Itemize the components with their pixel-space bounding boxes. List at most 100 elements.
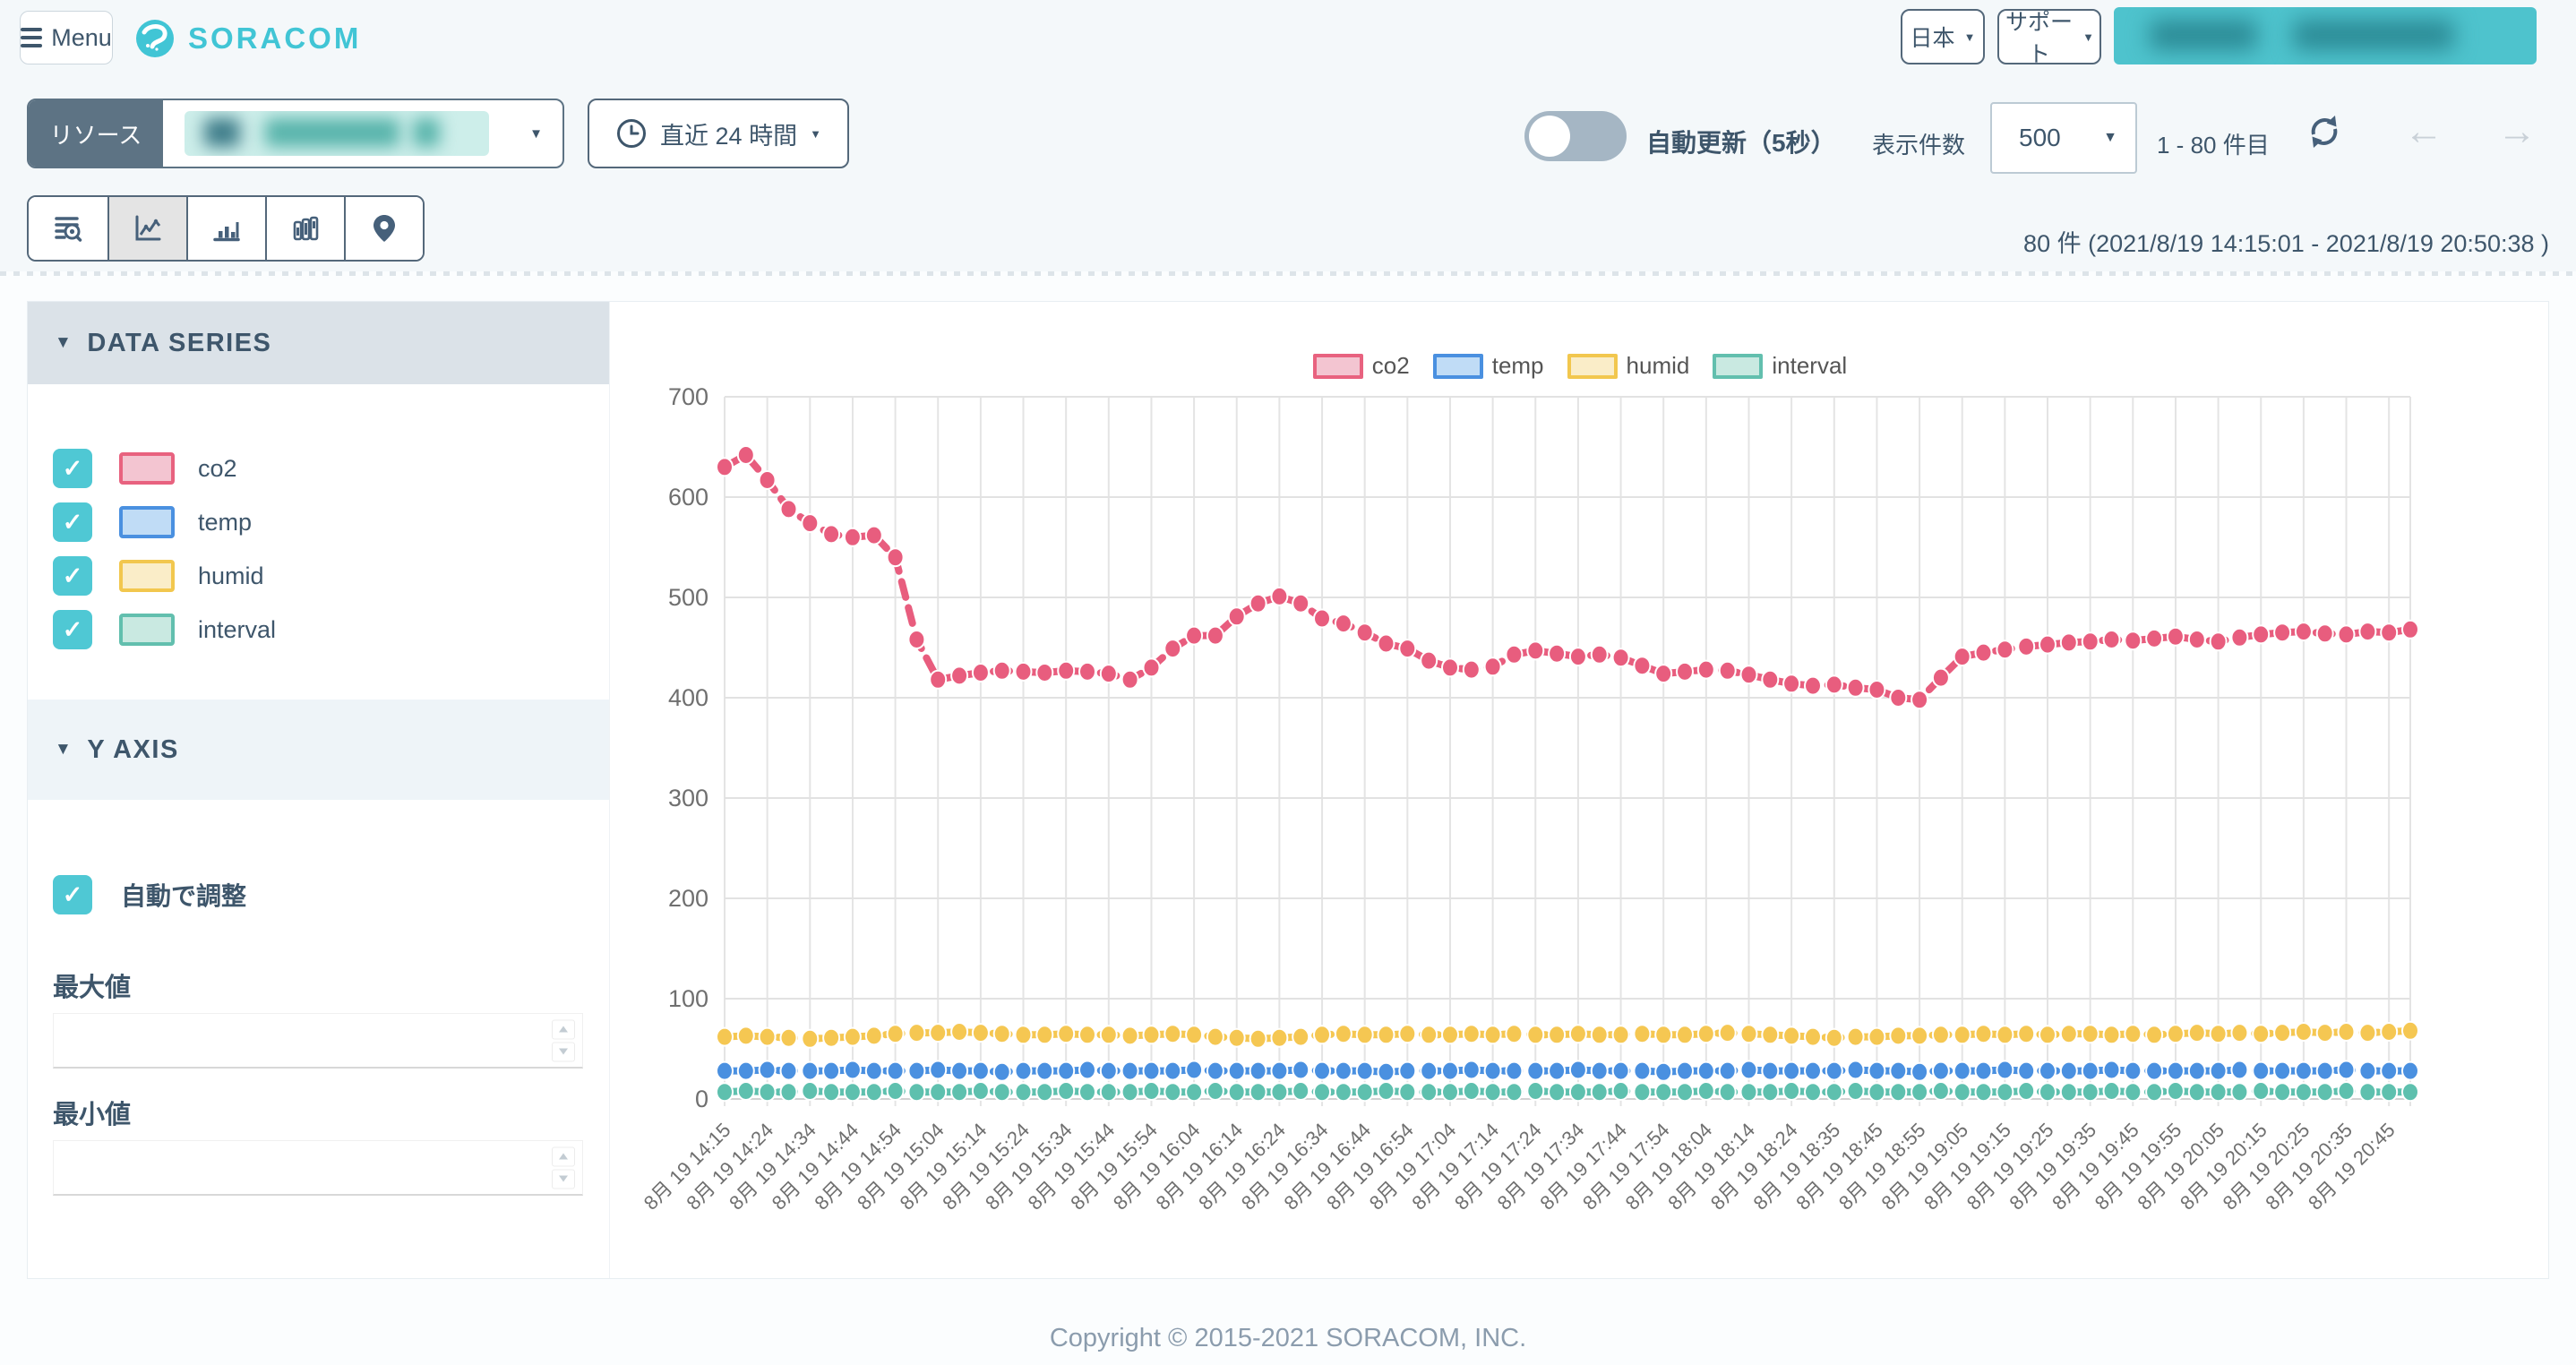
clock-icon [617,119,647,148]
legend-swatch [1713,353,1764,379]
resource-selector: リソース ▼ [27,99,564,168]
soracom-logo-icon [136,20,174,57]
legend-label: interval [1772,352,1848,379]
legend-label: co2 [1371,352,1410,379]
redacted-resource-value [185,111,489,156]
range-text: 1 - 80 件目 [2157,132,2270,159]
chart-area: 8月 19 14:15 8月 19 14:24 8月 19 14:34 8月 19 1… [610,302,2550,1280]
redacted-account-email [2150,20,2257,50]
legend-item-humid[interactable]: humid [1567,352,1690,380]
tab-bar-chart[interactable] [186,197,265,260]
series-row: ✓ interval [53,610,609,649]
refresh-button[interactable] [2304,111,2345,155]
caret-down-icon: ▼ [1963,30,1976,44]
svg-text:700: 700 [668,383,708,410]
series-list: ✓ co2 ✓ temp ✓ humid ✓ interval [28,384,609,649]
support-button[interactable]: サポート ▼ [1997,9,2101,67]
svg-text:0: 0 [695,1086,708,1112]
language-label: 日本 [1910,26,1955,51]
series-row: ✓ temp [53,502,609,542]
y-axis-section-header[interactable]: ▼ Y AXIS [28,700,609,800]
tab-map[interactable] [344,197,423,260]
series-checkbox-temp[interactable]: ✓ [53,502,92,542]
brand: SORACOM [134,18,361,59]
toggle-knob [1529,116,1570,157]
legend-item-interval[interactable]: interval [1713,352,1847,380]
series-row: ✓ co2 [53,449,609,488]
tab-data-search[interactable] [29,197,107,260]
page-size-value: 500 [2019,124,2061,151]
legend-label: humid [1626,352,1690,379]
series-swatch [119,452,175,485]
auto-refresh-label: 自動更新（5秒） [1646,129,1836,157]
auto-adjust-row: ✓ 自動で調整 [53,875,246,914]
main-panel: ▼ DATA SERIES ✓ co2 ✓ temp ✓ humid ✓ interval ▼… [27,301,2549,1279]
legend-swatch [1567,353,1618,379]
number-spinner[interactable] [552,1019,575,1061]
svg-text:400: 400 [668,684,708,711]
refresh-icon [2311,116,2338,148]
caret-down-icon: ▼ [2103,130,2117,145]
resource-label: リソース [29,100,163,167]
data-series-section-header[interactable]: ▼ DATA SERIES [28,302,609,384]
series-label: co2 [198,454,237,482]
legend-item-co2[interactable]: co2 [1312,352,1410,380]
series-checkbox-humid[interactable]: ✓ [53,556,92,596]
time-range-label: 直近 24 時間 [660,122,798,150]
next-page-button[interactable]: → [2497,109,2537,153]
auto-adjust-checkbox[interactable]: ✓ [53,875,92,914]
prev-page-button[interactable]: ← [2404,109,2443,153]
stacked-bar-icon [293,216,319,241]
page-size-select[interactable]: 500 ▼ [1990,102,2137,174]
language-button[interactable]: 日本 ▼ [1901,9,1985,64]
caret-down-icon: ▼ [55,333,73,352]
legend-item-temp[interactable]: temp [1432,352,1544,380]
search-list-icon [55,217,82,242]
tab-line-chart[interactable] [107,197,186,260]
menu-button[interactable]: Menu [20,11,113,64]
caret-down-icon: ▼ [2082,30,2094,44]
caret-down-icon: ▼ [810,126,821,141]
series-row: ✓ humid [53,556,609,596]
y-min-label: 最小値 [53,1101,132,1129]
number-spinner[interactable] [552,1146,575,1189]
legend-swatch [1312,353,1363,379]
series-label: temp [198,508,253,536]
menu-label: Menu [51,23,112,51]
redacted-account-email [2293,20,2454,50]
time-range-button[interactable]: 直近 24 時間 ▼ [588,99,849,168]
support-label: サポート [2005,10,2074,67]
y-min-input[interactable] [53,1140,583,1196]
page-size-label: 表示件数 [1872,132,1966,159]
map-pin-icon [374,215,395,242]
dotted-divider [0,271,2576,276]
auto-adjust-label: 自動で調整 [121,882,247,910]
auto-refresh-toggle[interactable] [1524,111,1627,161]
top-section: Menu SORACOM 日本 ▼ サポート ▼ リソース ▼ [0,0,2576,271]
y-max-input[interactable] [53,1013,583,1069]
y-max-label: 最大値 [53,974,132,1002]
bar-chart-icon [213,222,240,242]
resource-select[interactable]: ▼ [163,100,562,167]
chart-legend: co2 temp humid interval [610,352,2550,380]
view-tab-group [27,195,425,262]
series-label: humid [198,562,264,589]
svg-text:600: 600 [668,484,708,511]
tab-stacked-bar-chart[interactable] [265,197,344,260]
hamburger-icon [21,28,43,47]
series-swatch [119,560,175,592]
caret-down-icon: ▼ [529,125,543,142]
copyright-text: Copyright © 2015-2021 SORACOM, INC. [1049,1324,1527,1352]
data-series-title: DATA SERIES [87,328,272,357]
y-axis-title: Y AXIS [87,734,179,764]
svg-text:200: 200 [668,885,708,912]
svg-text:500: 500 [668,584,708,611]
legend-label: temp [1491,352,1544,379]
legend-swatch [1432,353,1483,379]
series-checkbox-co2[interactable]: ✓ [53,449,92,488]
series-swatch [119,506,175,538]
sidebar: ▼ DATA SERIES ✓ co2 ✓ temp ✓ humid ✓ interval ▼… [28,302,610,1278]
series-checkbox-interval[interactable]: ✓ [53,610,92,649]
account-menu-button[interactable] [2114,7,2537,64]
